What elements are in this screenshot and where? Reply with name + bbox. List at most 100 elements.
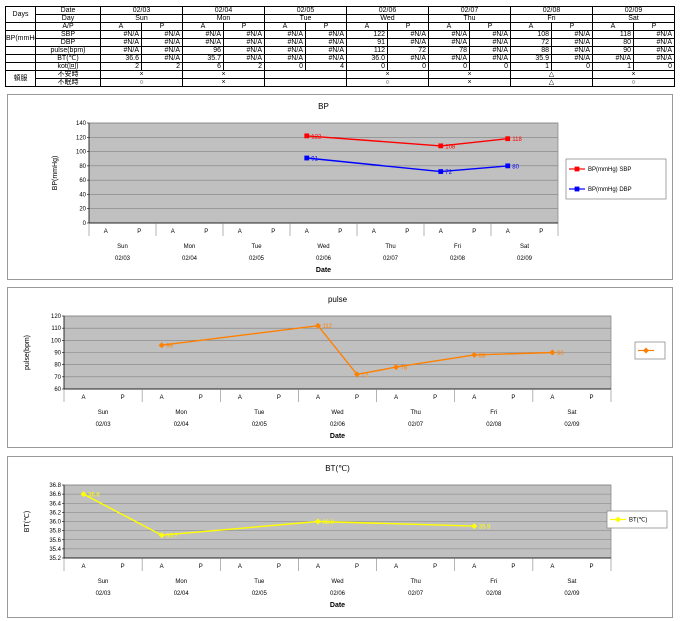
y-tick-label: 90	[54, 351, 61, 357]
dbp-value-cell: #N/A	[223, 38, 265, 47]
y-tick-label: 36.8	[49, 483, 61, 489]
kot-value-cell: 1	[592, 62, 634, 71]
ap-cell: A	[592, 22, 634, 31]
sbp-value-cell: 122	[346, 30, 388, 39]
ap-tick-label: A	[171, 229, 175, 235]
y-tick-label: 36.4	[49, 501, 61, 507]
diamond-marker	[393, 364, 400, 371]
y-tick-label: 60	[54, 387, 61, 393]
y-tick-label: 60	[79, 178, 86, 184]
y-tick-label: 35.8	[49, 529, 61, 535]
y-tick-label: 36.2	[49, 510, 61, 516]
date-cell: 02/05	[264, 6, 347, 15]
data-label: 108	[445, 144, 456, 150]
kot-value-cell: 0	[346, 62, 388, 71]
day-tick-label: Fri	[490, 410, 497, 416]
kot-value-cell: 0	[469, 62, 511, 71]
ap-cell: A	[346, 22, 388, 31]
bt-value-cell: 36.6	[100, 54, 142, 63]
day-tick-label: Thu	[410, 579, 420, 585]
kot-value-cell: 2	[141, 62, 183, 71]
diamond-marker	[549, 349, 556, 356]
ap-tick-label: P	[199, 395, 203, 401]
series-line	[83, 493, 475, 536]
ap-cell: A	[264, 22, 306, 31]
day-tick-label: Tue	[251, 244, 262, 250]
sbp-value-cell: #N/A	[182, 30, 224, 39]
y-tick-label: 120	[76, 135, 87, 141]
sbp-value-cell: #N/A	[100, 30, 142, 39]
dbp-value-cell: #N/A	[305, 38, 347, 47]
legend-label: BP(mmHg) DBP	[588, 187, 632, 193]
bt-value-cell: #N/A	[264, 54, 306, 63]
tonpuku-group-label: 頓服	[5, 70, 36, 87]
kot-value-cell: 1	[510, 62, 552, 71]
observation-table: Days Date 02/03 02/04 02/05 02/06 02/07 02/08 02…	[5, 6, 675, 87]
y-tick-label: 36.6	[49, 492, 61, 498]
day-row-header: Day	[35, 14, 101, 23]
square-marker	[574, 166, 580, 172]
chart-canvas: BP 0 20 40 60 80 100 120 140 BP(mmHg) A P A P A P A P A P A P…	[52, 102, 667, 274]
pulse-value-cell: #N/A	[264, 46, 306, 55]
ap-tick-label: P	[539, 229, 543, 235]
fumin-value-cell: ○	[592, 78, 675, 87]
diamond-marker	[615, 516, 621, 523]
date-tick-label: 02/06	[316, 256, 332, 262]
day-cell: Wed	[346, 14, 429, 23]
ap-tick-label: A	[238, 229, 242, 235]
fumin-row-header: 不眠時	[35, 78, 101, 87]
ap-tick-label: P	[271, 229, 275, 235]
chart-title: BT(℃)	[325, 464, 350, 473]
fumin-value-cell	[264, 78, 347, 87]
dbp-row-header: DBP	[35, 38, 101, 47]
kot-value-cell: 0	[428, 62, 470, 71]
day-cell: Thu	[428, 14, 511, 23]
diamond-marker	[80, 491, 87, 498]
ap-tick-label: A	[439, 229, 443, 235]
square-marker	[304, 155, 310, 161]
ap-tick-label: A	[472, 395, 476, 401]
kot-value-cell: 2	[100, 62, 142, 71]
sbp-value-cell: #N/A	[305, 30, 347, 39]
ap-tick-label: A	[82, 564, 86, 570]
pulse-value-cell: 90	[592, 46, 634, 55]
ap-tick-label: P	[338, 229, 342, 235]
ap-tick-label: P	[511, 395, 515, 401]
ap-tick-label: P	[204, 229, 208, 235]
date-tick-label: 02/09	[517, 256, 533, 262]
series-line	[161, 324, 553, 376]
ap-tick-label: P	[355, 564, 359, 570]
ap-cell: P	[551, 22, 593, 31]
date-tick-label: 02/03	[96, 422, 112, 428]
ap-cell: A	[100, 22, 142, 31]
ap-tick-label: P	[121, 564, 125, 570]
legend-box	[565, 158, 667, 200]
legend-label: BT(℃)	[629, 518, 647, 524]
ap-cell: P	[305, 22, 347, 31]
date-tick-label: 02/05	[249, 256, 265, 262]
sbp-value-cell: #N/A	[551, 30, 593, 39]
day-cell: Fri	[510, 14, 593, 23]
kot-value-cell: 0	[264, 62, 306, 71]
data-label: 72	[362, 373, 369, 379]
ap-tick-label: P	[589, 395, 593, 401]
ap-cell: A	[510, 22, 552, 31]
y-tick-label: 35.6	[49, 538, 61, 544]
fumin-value-cell: ×	[428, 78, 511, 87]
diamond-marker	[471, 351, 478, 358]
dbp-value-cell: 80	[592, 38, 634, 47]
y-axis-title: pulse(bpm)	[24, 335, 31, 370]
data-label: 112	[322, 324, 332, 330]
y-tick-label: 120	[51, 314, 62, 320]
ap-tick-label: P	[472, 229, 476, 235]
bt-value-cell: #N/A	[305, 54, 347, 63]
bt-value-cell: #N/A	[387, 54, 429, 63]
day-tick-label: Tue	[254, 579, 265, 585]
dbp-value-cell: #N/A	[100, 38, 142, 47]
ap-tick-label: A	[550, 564, 554, 570]
plot-area	[88, 122, 559, 224]
ap-tick-label: P	[433, 564, 437, 570]
diamond-marker	[643, 347, 649, 354]
data-label: 90	[557, 351, 564, 357]
